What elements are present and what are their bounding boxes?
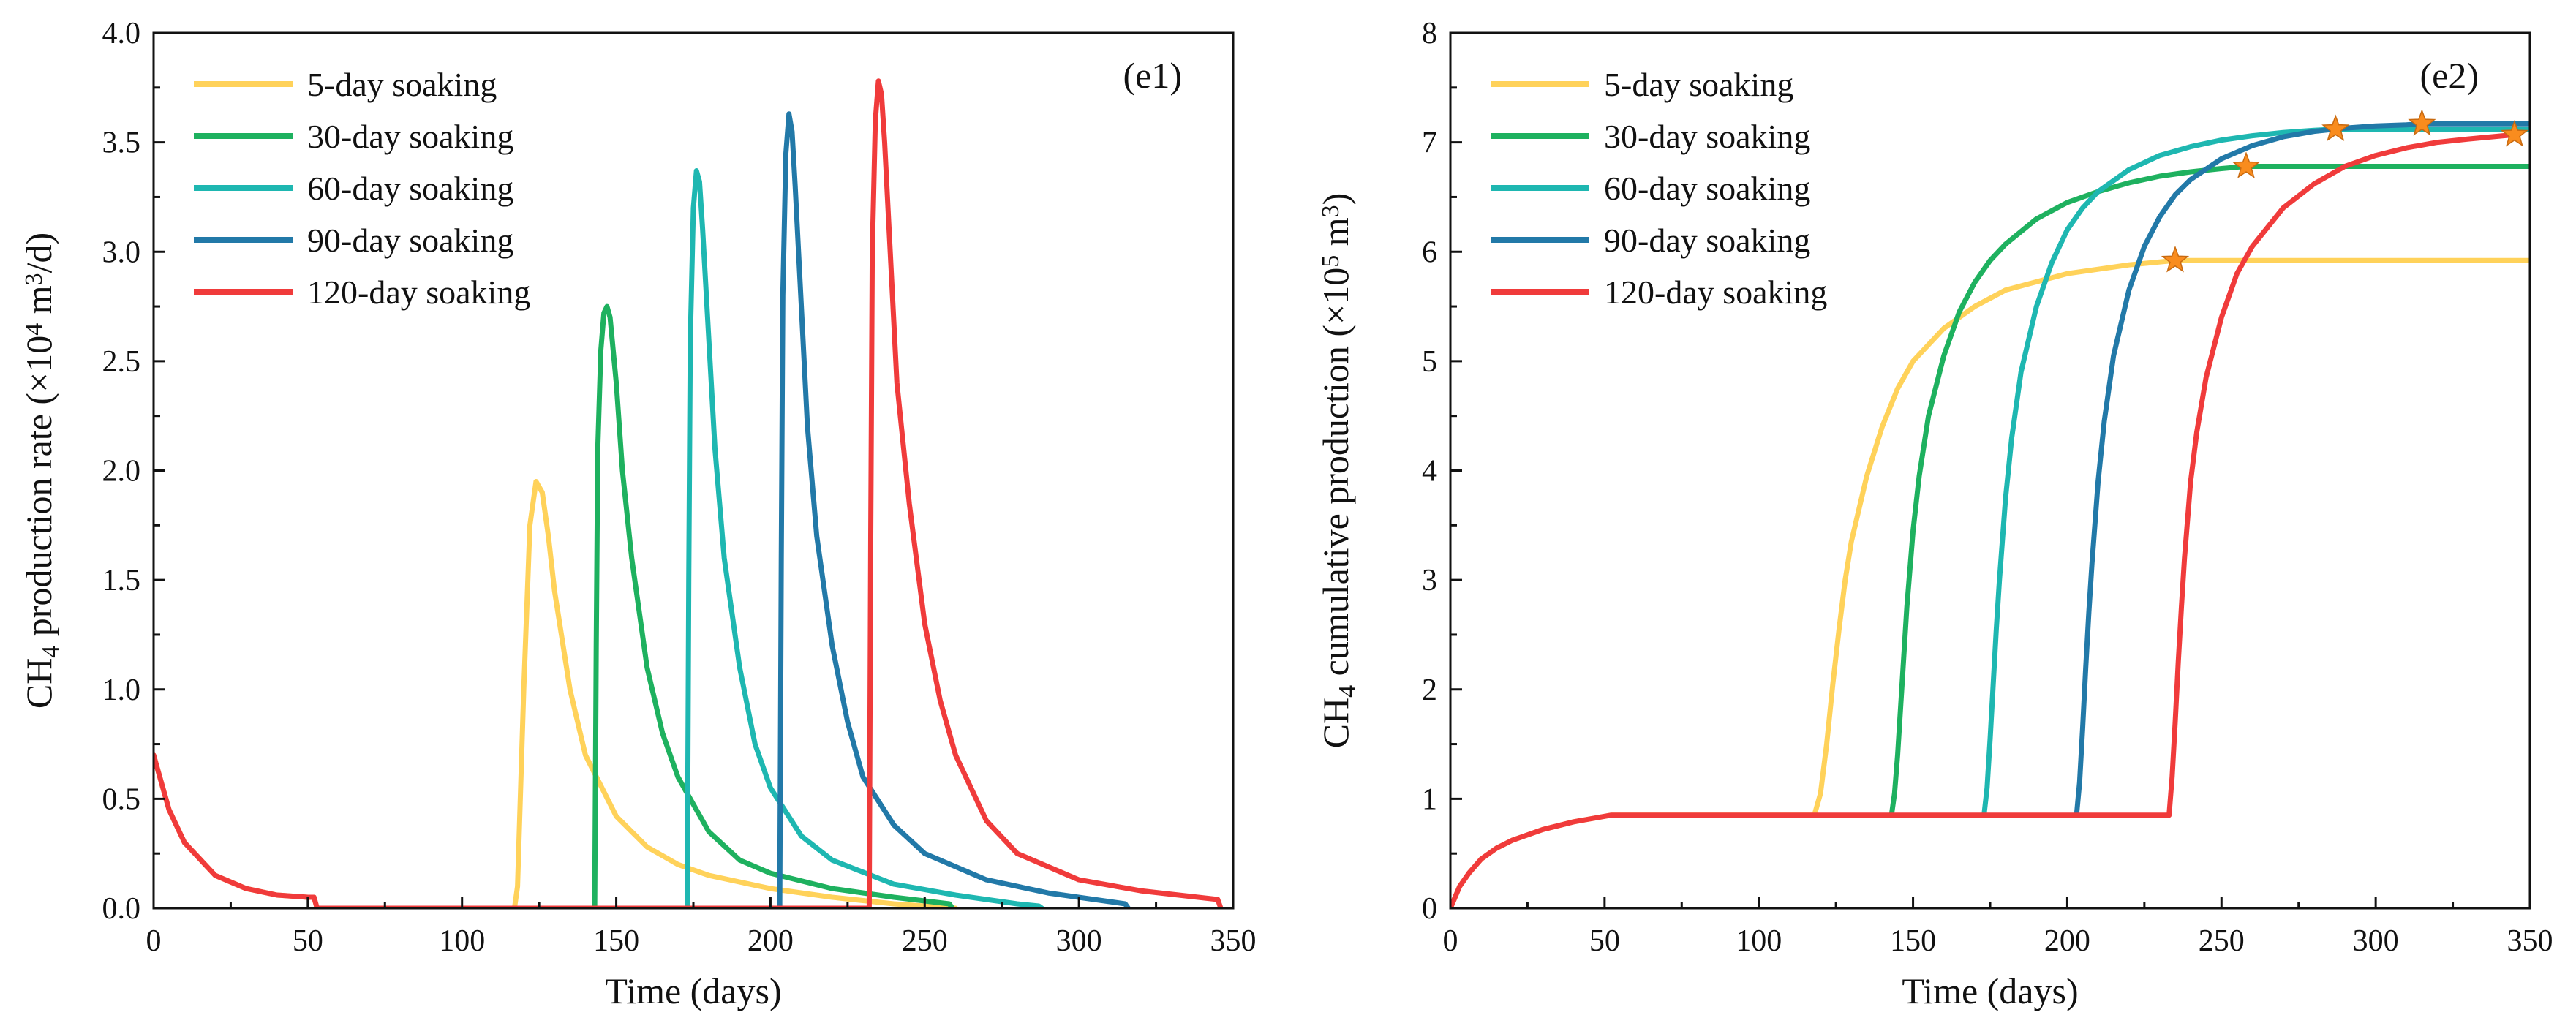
- y-axis-label-part: production rate (×10: [18, 336, 59, 646]
- series-line-60-day-soaking: [1981, 127, 2530, 818]
- x-axis-label: Time (days): [605, 970, 781, 1011]
- y-tick-label: 3.0: [102, 235, 141, 269]
- legend-label: 120-day soaking: [307, 273, 530, 311]
- x-tick-label: 200: [2044, 924, 2090, 958]
- y-axis-label-part: cumulative production (×10: [1315, 268, 1356, 685]
- x-tick-label: 100: [1736, 924, 1782, 958]
- legend-label: 30-day soaking: [307, 118, 513, 155]
- chart-panel-e1: 0 50 100 150 200 250 300 350 0.0 0.5 1.0 1.5 2.0 2.5 3…: [18, 17, 1257, 1011]
- y-axis-label-part: 4: [1334, 685, 1361, 698]
- legend-label: 60-day soaking: [1604, 170, 1810, 207]
- series-line-5-day-soaking: [1450, 257, 2530, 908]
- y-axis-label-part: 5: [1317, 255, 1344, 268]
- y-tick-label: 3: [1422, 564, 1437, 597]
- y-axis-label-part: /d): [18, 233, 59, 273]
- y-tick-label: 0.5: [102, 782, 141, 816]
- legend-label: 5-day soaking: [307, 66, 497, 103]
- y-tick-label: 0.0: [102, 892, 141, 926]
- series-line-120-day-soaking: [1450, 132, 2517, 908]
- y-tick-label: 1.0: [102, 673, 141, 707]
- legend-label: 5-day soaking: [1604, 66, 1793, 103]
- star-marker-3: [2408, 109, 2436, 136]
- legend-label: 90-day soaking: [307, 222, 513, 259]
- y-axis-label: CH4 cumulative production (×105 m3): [1315, 193, 1361, 749]
- series-line-60-day-soaking: [685, 168, 1044, 908]
- x-tick-label: 350: [1210, 924, 1257, 958]
- y-tick-label: 8: [1422, 17, 1437, 50]
- star-marker-4: [2500, 120, 2529, 147]
- x-tick-label: 200: [747, 924, 794, 958]
- series-line-5-day-soaking: [154, 479, 958, 908]
- series-line-90-day-soaking: [2074, 121, 2530, 818]
- legend-label: 120-day soaking: [1604, 273, 1827, 311]
- y-axis-label-part: m: [1315, 217, 1356, 255]
- series-line-90-day-soaking: [777, 111, 1131, 908]
- y-tick-label: 1.5: [102, 564, 141, 597]
- series-line-30-day-soaking: [592, 303, 955, 908]
- y-axis-label-part: CH: [18, 658, 59, 709]
- legend-label: 30-day soaking: [1604, 118, 1810, 155]
- y-axis-label-part: 4: [20, 323, 48, 336]
- legend-label: 90-day soaking: [1604, 222, 1810, 259]
- legend-label: 60-day soaking: [307, 170, 513, 207]
- y-tick-label: 4: [1422, 455, 1437, 488]
- panel-label: (e2): [2420, 55, 2479, 96]
- x-tick-label: 0: [1443, 924, 1458, 958]
- x-tick-label: 50: [293, 924, 323, 958]
- y-tick-label: 7: [1422, 127, 1437, 160]
- chart-panel-e2: 0 50 100 150 200 250 300 350 0 1 2 3 4 5 6 7 8 Time (days…: [1315, 17, 2553, 1011]
- x-tick-label: 150: [593, 924, 639, 958]
- y-axis-label-part: ): [1315, 193, 1356, 205]
- y-tick-label: 0: [1422, 892, 1437, 926]
- x-tick-label: 250: [902, 924, 948, 958]
- y-tick-label: 1: [1422, 782, 1437, 816]
- x-tick-label: 0: [146, 924, 162, 958]
- y-tick-label: 2.0: [102, 455, 141, 488]
- x-axis-label: Time (days): [1902, 970, 2078, 1011]
- x-tick-label: 150: [1890, 924, 1936, 958]
- y-axis-label-part: CH: [1315, 698, 1356, 748]
- x-tick-label: 300: [1056, 924, 1102, 958]
- y-axis-label: CH4 production rate (×104 m3/d): [18, 233, 64, 709]
- star-marker-1: [2232, 151, 2261, 178]
- y-tick-label: 2.5: [102, 345, 141, 379]
- y-axis-label-part: 4: [37, 646, 64, 658]
- y-tick-label: 4.0: [102, 17, 141, 50]
- panel-label: (e1): [1123, 55, 1183, 96]
- series-line-30-day-soaking: [1888, 164, 2530, 818]
- star-marker-2: [2321, 114, 2350, 141]
- x-tick-label: 100: [439, 924, 485, 958]
- series-line-120-day-soaking: [154, 78, 1224, 908]
- y-tick-label: 5: [1422, 345, 1437, 379]
- x-tick-label: 350: [2507, 924, 2553, 958]
- y-tick-label: 6: [1422, 235, 1437, 269]
- star-marker-0: [2161, 246, 2190, 273]
- y-axis-label-part: 3: [20, 273, 48, 285]
- y-tick-label: 3.5: [102, 127, 141, 160]
- x-tick-label: 50: [1589, 924, 1620, 958]
- y-axis-label-part: m: [18, 285, 59, 323]
- x-tick-label: 300: [2353, 924, 2399, 958]
- x-tick-label: 250: [2199, 924, 2245, 958]
- y-tick-label: 2: [1422, 673, 1437, 707]
- y-axis-label-part: 3: [1317, 205, 1344, 217]
- axes-frame: [152, 31, 1235, 910]
